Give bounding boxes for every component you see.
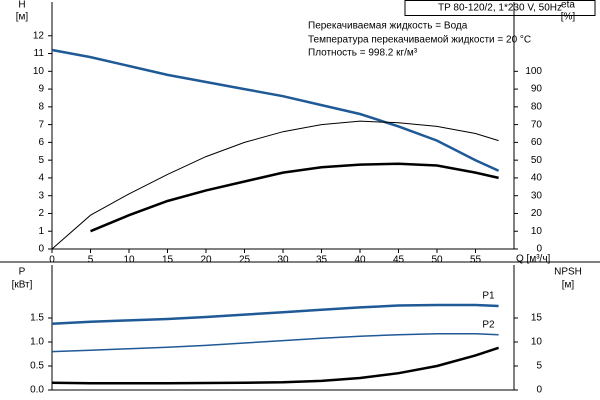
y2-tick-label: 5 — [536, 361, 542, 372]
data-line — [51, 303, 499, 326]
x-axis-label: Q [м³/ч] — [516, 254, 551, 265]
y-axis-label: P — [19, 267, 26, 278]
y-axis-unit: [кВт] — [12, 280, 33, 291]
info-line: Плотность = 998.2 кг/м³ — [308, 48, 418, 59]
y-tick-label: 0 — [38, 244, 44, 255]
data-line — [51, 120, 499, 250]
x-tick-label: 0 — [49, 255, 55, 266]
y-tick-label: 3 — [38, 190, 44, 201]
y2-axis-label: NPSH — [554, 267, 582, 278]
y2-tick-label: 70 — [531, 119, 543, 130]
data-line — [90, 162, 499, 233]
y2-tick-label: 30 — [531, 190, 543, 201]
y2-axis-unit: [%] — [561, 12, 576, 23]
series-label: P1 — [482, 291, 495, 302]
series-label: P2 — [482, 319, 495, 330]
x-tick-label: 35 — [316, 255, 328, 266]
y2-tick-label: 10 — [531, 337, 543, 348]
y-tick-label: 5 — [38, 155, 44, 166]
y2-tick-label: 20 — [531, 208, 543, 219]
y2-tick-label: 80 — [531, 101, 543, 112]
x-tick-label: 30 — [277, 255, 289, 266]
y-tick-label: 9 — [38, 84, 44, 95]
y-tick-label: 6 — [38, 137, 44, 148]
x-tick-label: 55 — [470, 255, 482, 266]
data-line — [51, 333, 499, 353]
y-tick-label: 1.5 — [30, 313, 44, 324]
x-tick-label: 50 — [431, 255, 443, 266]
y2-tick-label: 10 — [531, 226, 543, 237]
info-line: Температура перекачиваемой жидкости = 20… — [308, 35, 531, 46]
chart-title: TP 80-120/2, 1*230 V, 50Hz — [438, 3, 562, 14]
y-tick-label: 2 — [38, 208, 44, 219]
x-tick-label: 10 — [123, 255, 135, 266]
y2-axis-unit: [м] — [562, 280, 575, 291]
y2-tick-label: 100 — [525, 66, 542, 77]
data-line — [51, 346, 499, 385]
y-tick-label: 8 — [38, 101, 44, 112]
title-box — [404, 0, 596, 16]
y-tick-label: 1 — [38, 226, 44, 237]
x-tick-label: 5 — [88, 255, 94, 266]
y2-tick-label: 60 — [531, 137, 543, 148]
x-tick-label: 40 — [354, 255, 366, 266]
y-tick-label: 12 — [33, 30, 45, 41]
y-axis-unit: [м] — [16, 12, 29, 23]
y-tick-label: 7 — [38, 119, 44, 130]
y-tick-label: 0.5 — [30, 361, 44, 372]
y2-tick-label: 50 — [531, 155, 543, 166]
info-line: Перекачиваемая жидкость = Вода — [308, 21, 468, 32]
data-line — [51, 48, 500, 172]
y-tick-label: 1.0 — [30, 337, 44, 348]
y2-axis-label: eta — [561, 0, 575, 11]
x-tick-label: 25 — [239, 255, 251, 266]
y-axis-label: H — [18, 0, 25, 11]
y2-tick-label: 15 — [531, 313, 543, 324]
y2-tick-label: 90 — [531, 84, 543, 95]
y2-tick-label: 0 — [536, 385, 542, 396]
x-tick-label: 20 — [200, 255, 212, 266]
y2-tick-label: 40 — [531, 173, 543, 184]
y2-tick-label: 0 — [536, 244, 542, 255]
x-tick-label: 45 — [393, 255, 405, 266]
y-tick-label: 11 — [34, 48, 45, 59]
y-tick-label: 10 — [33, 66, 45, 77]
y-tick-label: 4 — [38, 173, 44, 184]
y-tick-label: 0.0 — [30, 385, 44, 396]
x-tick-label: 15 — [162, 255, 174, 266]
